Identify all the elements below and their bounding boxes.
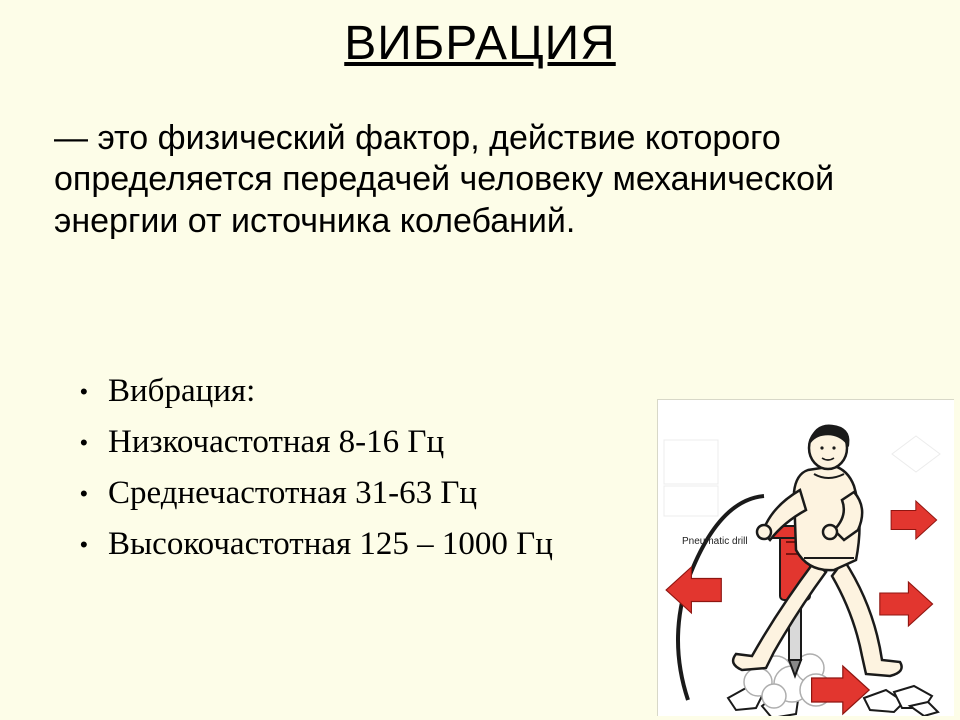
list-item: • Среднечастотная 31-63 Гц: [80, 468, 700, 519]
bullet-icon: •: [80, 426, 108, 460]
illustration-svg: [658, 400, 954, 716]
list-item-label: Вибрация:: [108, 366, 255, 417]
arrow-icon: [666, 567, 721, 613]
bullet-icon: •: [80, 528, 108, 562]
arrow-icon: [891, 501, 937, 539]
bullet-icon: •: [80, 477, 108, 511]
definition-text: — это физический фактор, действие которо…: [54, 118, 874, 242]
bullet-icon: •: [80, 375, 108, 409]
list-item-label: Низкочастотная 8-16 Гц: [108, 417, 444, 468]
list-item: • Низкочастотная 8-16 Гц: [80, 417, 700, 468]
list-item: • Вибрация:: [80, 366, 700, 417]
arrow-icon: [880, 582, 933, 626]
vibration-list: • Вибрация: • Низкочастотная 8-16 Гц • С…: [80, 366, 700, 571]
slide-title: ВИБРАЦИЯ: [0, 16, 960, 71]
list-item-label: Высокочастотная 125 – 1000 Гц: [108, 519, 553, 570]
list-item-label: Среднечастотная 31-63 Гц: [108, 468, 477, 519]
illustration-label: Pneumatic drill: [682, 536, 748, 547]
list-item: • Высокочастотная 125 – 1000 Гц: [80, 519, 700, 570]
pneumatic-drill-illustration: Pneumatic drill: [657, 399, 954, 716]
person-icon: [733, 426, 902, 676]
slide: ВИБРАЦИЯ — это физический фактор, действ…: [0, 0, 960, 720]
